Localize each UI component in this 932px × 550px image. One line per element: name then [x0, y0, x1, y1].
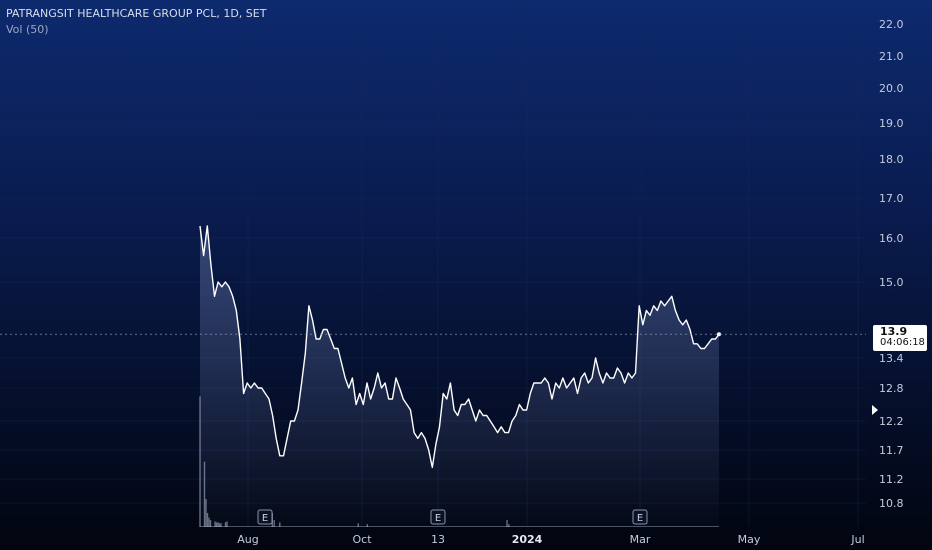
- volume-bar: [209, 520, 212, 527]
- earnings-badge: [632, 509, 648, 525]
- time-tick-label: Mar: [630, 533, 651, 546]
- volume-bar: [218, 523, 221, 527]
- price-tick-label: 18.0: [879, 153, 904, 166]
- volume-bar: [506, 520, 508, 527]
- price-tick-label: 11.7: [879, 444, 904, 457]
- grid: [0, 0, 866, 527]
- volume-bar: [366, 524, 369, 527]
- volume-bar: [215, 522, 218, 527]
- chart-legend: PATRANGSIT HEALTHCARE GROUP PCL, 1D, SET…: [6, 6, 266, 38]
- earnings-marker[interactable]: E: [632, 509, 648, 525]
- price-tick-label: 11.2: [879, 473, 904, 486]
- price-tick-label: 10.8: [879, 497, 904, 510]
- price-axis[interactable]: 22.0 21.0 20.0 19.0 18.0 17.0 16.0 15.0 13.4 12.8…: [879, 18, 904, 510]
- time-tick-label: Oct: [352, 533, 372, 546]
- volume-bar: [217, 522, 219, 527]
- price-tick-label: 20.0: [879, 82, 904, 95]
- time-axis[interactable]: Aug Oct 13 2024 Mar May Jul: [237, 533, 864, 546]
- volume-bar: [206, 513, 209, 527]
- price-tick-label: 16.0: [879, 232, 904, 245]
- price-tick-label: 12.8: [879, 382, 904, 395]
- earnings-marker[interactable]: E: [257, 509, 273, 525]
- volume-bar: [214, 521, 216, 527]
- price-area: [200, 226, 719, 527]
- price-tick-label: 15.0: [879, 276, 904, 289]
- price-tick-label: 13.4: [879, 352, 904, 365]
- volume-bar: [208, 517, 210, 527]
- price-area-fill: [200, 226, 719, 527]
- price-tick-label: 19.0: [879, 117, 904, 130]
- last-price-label: 13.9 04:06:18: [873, 325, 927, 351]
- time-tick-label: Jul: [850, 533, 864, 546]
- symbol-title[interactable]: PATRANGSIT HEALTHCARE GROUP PCL, 1D, SET: [6, 7, 267, 20]
- time-tick-label: 2024: [512, 533, 543, 546]
- volume-indicator-label[interactable]: Vol (50): [6, 23, 49, 36]
- volume-bars: [199, 396, 719, 527]
- volume-bar: [357, 523, 359, 527]
- volume-bar: [273, 520, 275, 527]
- volume-bar: [279, 522, 281, 527]
- price-tick-label: 21.0: [879, 50, 904, 63]
- time-tick-label: Aug: [237, 533, 258, 546]
- volume-bar: [199, 396, 201, 527]
- time-tick-label: 13: [431, 533, 445, 546]
- earnings-label: E: [637, 513, 643, 524]
- earnings-label: E: [435, 513, 441, 524]
- price-tick-label: 12.2: [879, 415, 904, 428]
- volume-bar: [224, 522, 227, 527]
- price-tick-label: 17.0: [879, 192, 904, 205]
- price-line: [0, 225, 866, 469]
- earnings-label: E: [262, 513, 268, 524]
- price-series-line: [199, 225, 720, 469]
- volume-bar: [226, 521, 228, 527]
- last-price-dot: [717, 332, 721, 337]
- earnings-marker[interactable]: E: [430, 509, 446, 525]
- play-arrow-icon[interactable]: [872, 405, 878, 415]
- volume-bar: [205, 499, 207, 527]
- earnings-badge: [430, 509, 446, 525]
- price-tick-label: 22.0: [879, 18, 904, 31]
- volume-bar: [203, 461, 206, 527]
- volume-bar: [508, 524, 510, 527]
- volume-bar: [220, 523, 222, 527]
- bar-countdown: 04:06:18: [880, 337, 925, 348]
- earnings-badge: [257, 509, 273, 525]
- time-tick-label: May: [738, 533, 761, 546]
- last-price-value: 13.9: [880, 325, 908, 338]
